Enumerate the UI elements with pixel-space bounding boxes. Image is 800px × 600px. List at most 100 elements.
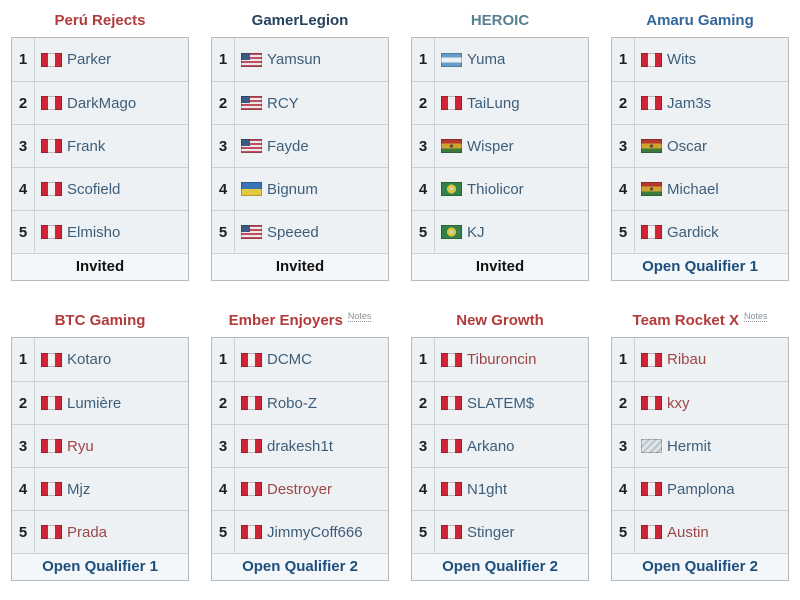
player-row: 3 drakesh1t <box>212 424 388 467</box>
player-row: 4 Mjz <box>12 467 188 510</box>
player-name-link[interactable]: Fayde <box>267 137 309 155</box>
peru-flag-icon <box>641 352 662 367</box>
player-name-link[interactable]: Robo-Z <box>267 394 318 412</box>
player-name-link[interactable]: JimmyCoff666 <box>267 523 363 541</box>
argentina-flag-icon <box>441 52 462 67</box>
player-name-link[interactable]: Wisper <box>467 137 514 155</box>
player-cell: Bignum <box>235 168 318 210</box>
peru-flag-icon <box>41 396 62 410</box>
player-slot: 3 <box>212 425 235 467</box>
qualifier-label[interactable]: Open Qualifier 2 <box>642 558 758 575</box>
player-slot: 1 <box>212 38 235 81</box>
player-name-link[interactable]: Arkano <box>467 437 515 455</box>
player-name-link[interactable]: DarkMago <box>67 94 137 112</box>
player-name-link[interactable]: Bignum <box>267 180 318 198</box>
player-row: 5 KJ <box>412 210 588 253</box>
peru-flag-icon <box>41 225 62 239</box>
player-name-link[interactable]: KJ <box>467 223 485 241</box>
team-title-link[interactable]: New Growth <box>456 312 544 329</box>
qualifier-row: Open Qualifier 1 <box>12 553 188 580</box>
player-slot: 1 <box>412 38 435 81</box>
player-name-link[interactable]: Michael <box>667 180 719 198</box>
player-name-link[interactable]: Gardick <box>667 223 719 241</box>
player-name-link[interactable]: Thiolicor <box>467 180 524 198</box>
player-name-link[interactable]: Mjz <box>67 480 91 498</box>
player-name-link[interactable]: Yamsun <box>267 51 321 68</box>
team-header: Amaru Gaming <box>611 10 789 32</box>
qualifier-label[interactable]: Open Qualifier 2 <box>242 558 358 575</box>
qualifier-label[interactable]: Open Qualifier 2 <box>442 558 558 575</box>
player-name-link[interactable]: Lumière <box>67 394 122 412</box>
player-name-link[interactable]: Stinger <box>467 523 515 541</box>
qualifier-label[interactable]: Open Qualifier 1 <box>642 258 758 275</box>
player-name-link[interactable]: Frank <box>67 137 106 155</box>
peru-flag-icon <box>41 525 62 539</box>
player-name-link[interactable]: Ryu <box>67 437 94 455</box>
player-name-link[interactable]: N1ght <box>467 480 508 498</box>
peru-flag-icon <box>41 52 62 67</box>
player-name-link[interactable]: TaiLung <box>467 94 520 112</box>
peru-flag-icon <box>41 352 62 367</box>
player-slot: 4 <box>12 168 35 210</box>
team-roster-table: 1 DCMC 2 Robo-Z 3 drakesh1t <box>211 337 389 581</box>
team-roster-table: 1 Yamsun 2 RCY 3 Fayde <box>211 37 389 281</box>
player-name-link[interactable]: Destroyer <box>267 480 333 498</box>
player-cell: DarkMago <box>35 82 136 124</box>
player-slot: 5 <box>412 511 435 553</box>
team-header: Ember Enjoyers Notes <box>211 310 389 332</box>
team-header: BTC Gaming <box>11 310 189 332</box>
team-title-link[interactable]: BTC Gaming <box>54 312 146 329</box>
player-name-link[interactable]: Prada <box>67 523 108 541</box>
team-title-link[interactable]: Amaru Gaming <box>646 12 754 29</box>
notes-link[interactable]: Notes <box>347 310 372 322</box>
player-row: 3 Hermit <box>612 424 788 467</box>
player-cell: Parker <box>35 38 111 81</box>
player-name-link[interactable]: kxy <box>667 394 690 412</box>
teamcard: Amaru Gaming 1 Wits 2 Jam3s 3 <box>600 0 800 300</box>
player-cell: Frank <box>35 125 105 167</box>
player-row: 5 Stinger <box>412 510 588 553</box>
peru-flag-icon <box>241 352 262 367</box>
team-title-link[interactable]: HEROIC <box>470 12 530 29</box>
player-slot: 1 <box>12 338 35 381</box>
player-cell: kxy <box>635 382 690 424</box>
team-title-link[interactable]: Perú Rejects <box>54 12 146 29</box>
player-slot: 1 <box>212 338 235 381</box>
player-name-link[interactable]: Speeed <box>267 223 319 241</box>
player-row: 1 Tiburoncin <box>412 338 588 381</box>
player-row: 2 TaiLung <box>412 81 588 124</box>
player-row: 1 DCMC <box>212 338 388 381</box>
player-cell: Austin <box>635 511 709 553</box>
player-name-link[interactable]: Tiburoncin <box>467 351 537 368</box>
player-cell: Scofield <box>35 168 120 210</box>
player-name-link[interactable]: Elmisho <box>67 223 121 241</box>
player-name-link[interactable]: drakesh1t <box>267 437 333 455</box>
player-cell: Tiburoncin <box>435 338 536 381</box>
notes-link[interactable]: Notes <box>743 310 768 322</box>
player-name-link[interactable]: Oscar <box>667 137 708 155</box>
player-name-link[interactable]: Pamplona <box>667 480 735 498</box>
qualifier-label[interactable]: Open Qualifier 1 <box>42 558 158 575</box>
player-row: 3 Ryu <box>12 424 188 467</box>
player-cell: Hermit <box>635 425 711 467</box>
team-title-link[interactable]: GamerLegion <box>251 12 349 29</box>
player-name-link[interactable]: Jam3s <box>667 94 712 112</box>
player-name-link[interactable]: SLATEM$ <box>467 394 535 412</box>
team-roster-table: 1 Tiburoncin 2 SLATEM$ 3 Arkano <box>411 337 589 581</box>
player-name-link[interactable]: Hermit <box>667 437 712 455</box>
player-name-link[interactable]: Kotaro <box>67 351 112 368</box>
qualifier-label: Invited <box>75 258 125 275</box>
player-name-link[interactable]: Parker <box>67 51 112 68</box>
team-title-link[interactable]: Team Rocket X <box>632 312 739 329</box>
player-name-link[interactable]: Austin <box>667 523 709 541</box>
player-row: 2 RCY <box>212 81 388 124</box>
player-name-link[interactable]: Wits <box>667 51 697 68</box>
player-name-link[interactable]: Ribau <box>667 351 707 368</box>
player-name-link[interactable]: Yuma <box>467 51 506 68</box>
team-title-link[interactable]: Ember Enjoyers <box>228 312 343 329</box>
player-slot: 3 <box>412 125 435 167</box>
player-name-link[interactable]: RCY <box>267 94 299 112</box>
player-name-link[interactable]: Scofield <box>67 180 121 198</box>
qualifier-label: Invited <box>475 258 525 275</box>
player-name-link[interactable]: DCMC <box>267 351 312 368</box>
